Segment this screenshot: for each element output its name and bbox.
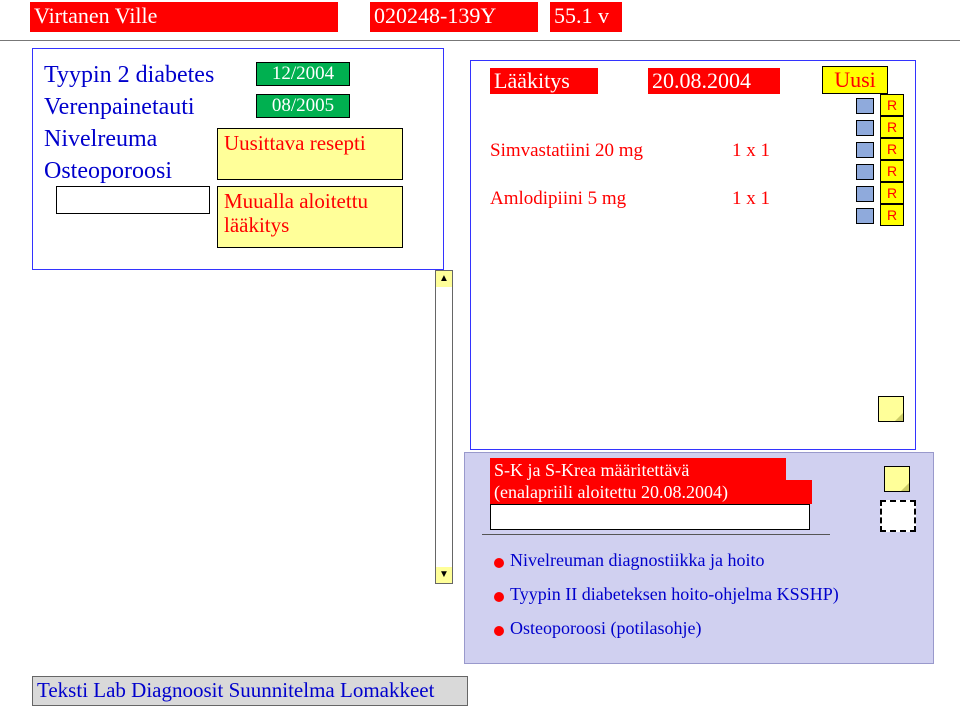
- diag-2[interactable]: Verenpainetauti: [44, 94, 195, 121]
- bullet-2: [494, 592, 504, 602]
- blue-sq-3[interactable]: [856, 142, 874, 158]
- renew-rx-box[interactable]: Uusittava resepti: [217, 128, 403, 180]
- patient-ssn: 020248-139Y: [370, 2, 538, 32]
- plan-divider: [482, 534, 830, 535]
- blue-sq-1[interactable]: [856, 98, 874, 114]
- bullet-1: [494, 558, 504, 568]
- header-divider: [0, 40, 960, 41]
- new-button[interactable]: Uusi: [822, 66, 888, 94]
- plan-note-icon[interactable]: [884, 466, 910, 492]
- r-2[interactable]: R: [880, 116, 904, 138]
- empty-diag-field[interactable]: [56, 186, 210, 214]
- other-med-box[interactable]: Muualla aloitettu lääkitys: [217, 186, 403, 248]
- plan-input[interactable]: [490, 504, 810, 530]
- diag-date-1: 12/2004: [256, 62, 350, 86]
- r-6[interactable]: R: [880, 204, 904, 226]
- r-4[interactable]: R: [880, 160, 904, 182]
- scrollbar[interactable]: ▲ ▼: [435, 270, 453, 584]
- bullet-3: [494, 626, 504, 636]
- med-row-1-name[interactable]: Simvastatiini 20 mg: [490, 140, 643, 162]
- scroll-down[interactable]: ▼: [436, 567, 452, 583]
- plan-link-1[interactable]: Nivelreuman diagnostiikka ja hoito: [510, 550, 764, 571]
- scroll-up[interactable]: ▲: [436, 271, 452, 287]
- med-title: Lääkitys: [490, 68, 598, 94]
- medication-panel: [470, 60, 916, 450]
- plan-attach-icon[interactable]: [880, 500, 916, 532]
- plan-link-2[interactable]: Tyypin II diabeteksen hoito-ohjelma KSSH…: [510, 584, 839, 605]
- plan-link-3[interactable]: Osteoporoosi (potilasohje): [510, 618, 701, 639]
- patient-name: Virtanen Ville: [30, 2, 338, 32]
- patient-header: Virtanen Ville 020248-139Y 55.1 v: [30, 2, 940, 32]
- r-5[interactable]: R: [880, 182, 904, 204]
- blue-sq-6[interactable]: [856, 208, 874, 224]
- med-row-1-dose: 1 x 1: [732, 140, 770, 162]
- blue-sq-2[interactable]: [856, 120, 874, 136]
- plan-note-1: S-K ja S-Krea määritettävä: [490, 458, 786, 482]
- blue-sq-5[interactable]: [856, 186, 874, 202]
- diag-1[interactable]: Tyypin 2 diabetes: [44, 62, 214, 89]
- patient-age: 55.1 v: [550, 2, 622, 32]
- diag-date-2: 08/2005: [256, 94, 350, 118]
- diag-3[interactable]: Nivelreuma: [44, 126, 157, 153]
- r-3[interactable]: R: [880, 138, 904, 160]
- med-row-2-dose: 1 x 1: [732, 188, 770, 210]
- med-date: 20.08.2004: [648, 68, 780, 94]
- diag-4[interactable]: Osteoporoosi: [44, 158, 172, 185]
- med-row-2-name[interactable]: Amlodipiini 5 mg: [490, 188, 626, 210]
- footer-tabs[interactable]: Teksti Lab Diagnoosit Suunnitelma Lomakk…: [32, 676, 468, 706]
- plan-note-2: (enalapriili aloitettu 20.08.2004): [490, 480, 812, 504]
- blue-sq-4[interactable]: [856, 164, 874, 180]
- r-1[interactable]: R: [880, 94, 904, 116]
- med-note-icon[interactable]: [878, 396, 904, 422]
